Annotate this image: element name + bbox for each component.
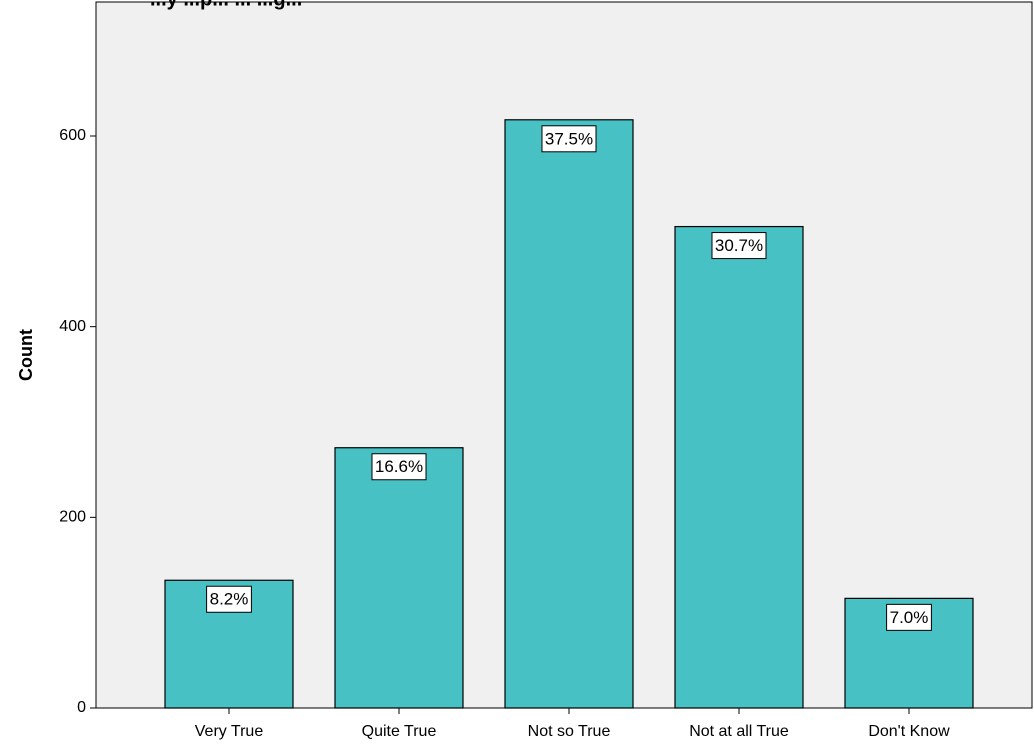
data-label: 30.7% — [715, 236, 763, 255]
x-tick-label: Not so True — [528, 723, 611, 740]
chart-title: ...y ...p... ... ...g... — [150, 0, 302, 10]
bars: 8.2% 16.6% 37.5% 30.7% 7.0% — [164, 119, 974, 709]
x-axis: Very True Quite True Not so True Not at all… — [195, 708, 950, 740]
x-tick-label: Don't Know — [868, 723, 950, 740]
data-label-box — [886, 603, 932, 631]
data-label: 7.0% — [890, 608, 929, 627]
data-label-box — [541, 125, 597, 153]
data-label-box — [206, 585, 252, 613]
y-tick-label: 200 — [59, 509, 86, 526]
bar — [674, 225, 804, 709]
x-tick-label: Not at all True — [689, 723, 789, 740]
data-label-box — [711, 232, 767, 260]
y-axis: 0 200 400 600 — [59, 127, 96, 716]
y-tick-label: 0 — [77, 699, 86, 716]
bar — [504, 119, 634, 709]
x-tick-label: Very True — [195, 723, 264, 740]
y-tick-label: 400 — [59, 318, 86, 335]
data-label-box — [371, 453, 427, 481]
data-label: 37.5% — [545, 129, 593, 148]
x-tick-label: Quite True — [362, 723, 437, 740]
data-label: 16.6% — [375, 457, 423, 476]
y-tick-label: 600 — [59, 127, 86, 144]
y-axis-label: Count — [16, 329, 36, 381]
data-label: 8.2% — [210, 590, 249, 609]
bar — [334, 447, 464, 709]
